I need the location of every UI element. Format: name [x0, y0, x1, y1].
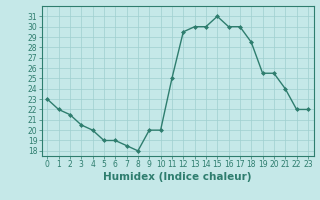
X-axis label: Humidex (Indice chaleur): Humidex (Indice chaleur) — [103, 172, 252, 182]
